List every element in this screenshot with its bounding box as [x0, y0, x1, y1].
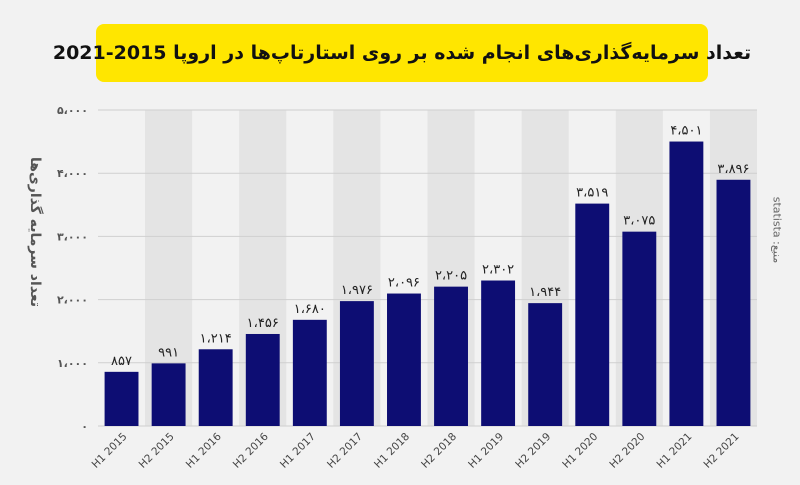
x-tick-label: H2 2018 — [419, 431, 459, 471]
data-label: ۱،۹۴۴ — [529, 285, 561, 300]
bar — [104, 371, 139, 426]
y-tick-label: ۱،۰۰۰ — [57, 357, 88, 370]
data-label: ۹۹۱ — [158, 345, 179, 360]
bar — [339, 301, 374, 426]
bar — [245, 333, 280, 426]
bar — [528, 303, 563, 426]
bar — [622, 231, 657, 426]
bar — [151, 363, 186, 426]
bar — [716, 179, 751, 426]
y-tick-label: ۴،۰۰۰ — [57, 167, 88, 180]
data-label: ۸۵۷ — [111, 354, 132, 369]
x-tick-label: H2 2015 — [137, 431, 177, 471]
x-tick-label: H2 2019 — [513, 431, 553, 471]
bar — [481, 280, 516, 426]
bar — [669, 141, 704, 426]
x-tick-label: H1 2019 — [466, 431, 506, 471]
x-tick-label: H1 2020 — [560, 431, 600, 471]
x-tick-label: H2 2016 — [231, 430, 271, 470]
x-tick-label: H2 2021 — [702, 431, 742, 471]
data-label: ۲،۲۰۵ — [435, 269, 467, 284]
data-label: ۳،۵۱۹ — [576, 186, 608, 201]
title-box: تعداد سرمایه‌گذاری‌های انجام شده بر روی … — [53, 24, 751, 82]
x-tick-label: H1 2018 — [372, 431, 412, 471]
y-tick-label: ۰ — [81, 420, 88, 433]
x-tick-label: H2 2017 — [325, 431, 365, 471]
x-tick-label: H1 2021 — [654, 431, 694, 471]
data-label: ۴،۵۰۱ — [670, 124, 702, 139]
data-label: ۱،۲۱۴ — [200, 331, 232, 346]
x-tick-label: H1 2016 — [184, 430, 224, 470]
y-tick-label: ۳،۰۰۰ — [57, 230, 88, 243]
x-tick-label: H1 2015 — [90, 431, 130, 471]
bar — [292, 319, 327, 426]
data-label: ۲،۰۹۶ — [388, 276, 420, 291]
bar — [387, 293, 421, 426]
x-tick-label: H2 2020 — [607, 431, 647, 471]
bar — [198, 349, 233, 426]
data-label: ۱،۴۵۶ — [247, 316, 279, 331]
data-label: ۳،۸۹۶ — [717, 162, 749, 177]
y-tick-label: ۲،۰۰۰ — [57, 294, 88, 307]
chart-title: تعداد سرمایه‌گذاری‌های انجام شده بر روی … — [52, 42, 752, 64]
bar — [575, 203, 610, 426]
data-label: ۱،۹۷۶ — [341, 283, 373, 298]
data-label: ۱،۶۸۰ — [294, 302, 326, 317]
data-label: ۲،۳۰۲ — [482, 263, 514, 278]
data-label: ۳،۰۷۵ — [623, 214, 655, 229]
x-tick-label: H1 2017 — [278, 431, 318, 471]
bar — [434, 286, 468, 426]
y-tick-label: ۵،۰۰۰ — [57, 104, 88, 117]
